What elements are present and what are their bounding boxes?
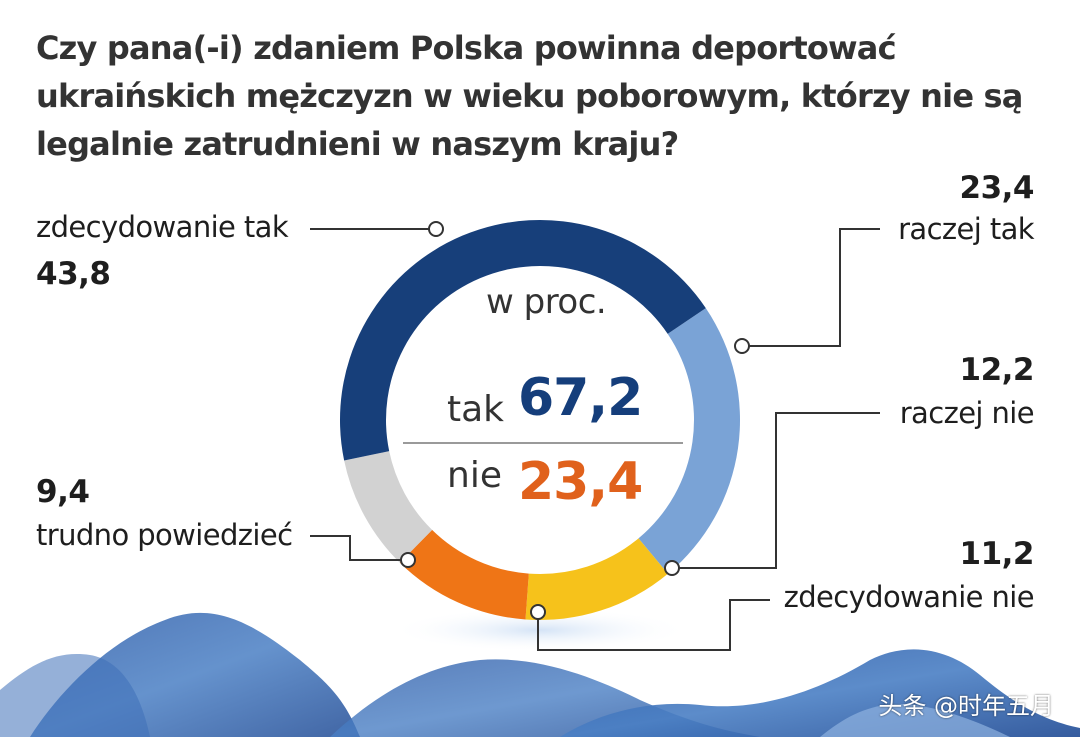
leader-line-raczej-tak [742, 228, 880, 347]
center-unit-label: w proc. [486, 282, 607, 322]
center-no-label: nie [447, 455, 502, 496]
donut-slice-zdecydowanie-tak [340, 220, 706, 461]
leader-dot-zdecydowanie-nie [530, 604, 546, 620]
leader-line-raczej-nie [672, 412, 880, 569]
wave-decoration [0, 608, 1080, 737]
leader-dot-raczej-nie [664, 560, 680, 576]
title-line-3: legalnie zatrudnieni w naszym kraju? [36, 125, 679, 163]
donut-chart [340, 220, 740, 620]
leader-dot-raczej-tak [734, 338, 750, 354]
slice-label-zdecydowanie-tak: zdecydowanie tak [36, 210, 289, 244]
slice-value-zdecydowanie-nie: 11,2 [959, 536, 1035, 572]
slice-label-raczej-nie: raczej nie [899, 396, 1035, 430]
title-line-1: Czy pana(-i) zdaniem Polska powinna depo… [36, 29, 897, 67]
title-line-2: ukraińskich mężczyzn w wieku poborowym, … [36, 77, 1023, 115]
donut-slice-trudno-powiedzieć [344, 451, 433, 563]
center-no-value: 23,4 [518, 452, 643, 512]
leader-line-trudno-powiedzieć [310, 535, 408, 561]
slice-value-raczej-nie: 12,2 [959, 352, 1035, 388]
slice-value-zdecydowanie-tak: 43,8 [36, 256, 111, 292]
slice-label-trudno-powiedziec: trudno powiedzieć [36, 518, 293, 552]
center-yes-value: 67,2 [518, 368, 643, 428]
donut-slice-zdecydowanie-nie [399, 529, 529, 620]
watermark: 头条 @时年五月 [878, 692, 1054, 720]
leader-dot-zdecydowanie-tak [428, 221, 444, 237]
slice-label-zdecydowanie-nie: zdecydowanie nie [783, 580, 1035, 614]
slice-value-trudno-powiedziec: 9,4 [36, 474, 90, 510]
leader-lines [310, 221, 880, 651]
slice-label-raczej-tak: raczej tak [898, 212, 1035, 246]
center-yes-label: tak [447, 389, 505, 430]
slice-value-raczej-tak: 23,4 [959, 170, 1035, 206]
donut-slice-raczej-tak [638, 308, 740, 574]
chart-title: Czy pana(-i) zdaniem Polska powinna depo… [36, 24, 1046, 168]
leader-line-zdecydowanie-nie [537, 599, 770, 651]
leader-dot-trudno-powiedzieć [400, 552, 416, 568]
donut-slice-raczej-nie [525, 538, 668, 620]
